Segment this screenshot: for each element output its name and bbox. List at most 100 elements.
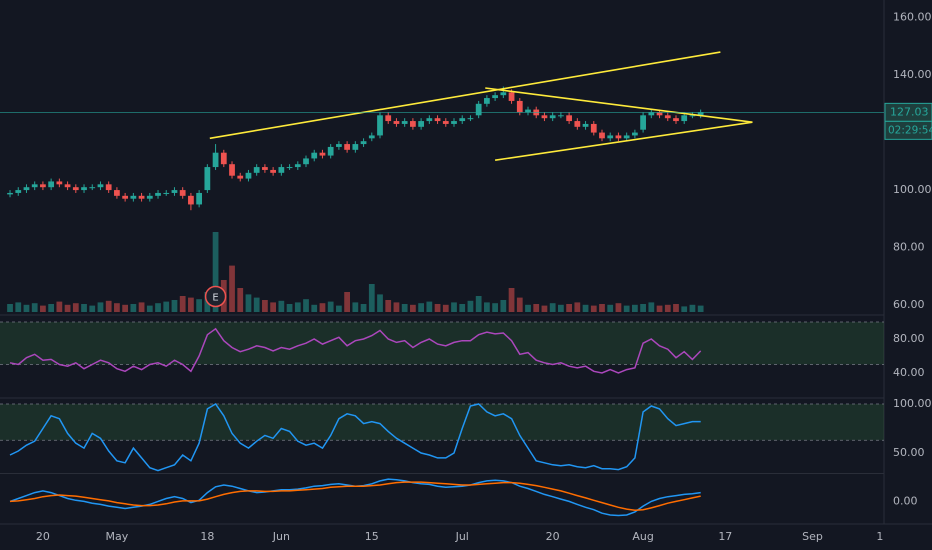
volume-bar xyxy=(697,305,704,312)
candle-body xyxy=(558,115,564,117)
y-tick-label: 140.00 xyxy=(893,68,932,81)
candle-body xyxy=(623,135,630,139)
y-tick-label: 100.00 xyxy=(893,183,932,196)
volume-bar xyxy=(525,304,531,312)
volume-bar xyxy=(7,304,13,312)
candle-body xyxy=(607,135,614,139)
candle-body xyxy=(311,152,318,159)
volume-bar xyxy=(344,292,350,312)
volume-bar xyxy=(508,288,515,312)
candle-body xyxy=(632,132,638,136)
volume-bar xyxy=(426,301,433,312)
volume-bar xyxy=(533,304,540,312)
candle-body xyxy=(344,144,350,150)
volume-bar xyxy=(615,303,622,312)
candle-body xyxy=(689,115,696,117)
volume-bar xyxy=(146,305,153,312)
volume-bar xyxy=(278,300,285,312)
volume-bar xyxy=(89,305,96,312)
volume-bar xyxy=(418,303,424,312)
candle-body xyxy=(599,132,605,139)
candle-body xyxy=(549,115,556,119)
y-tick-label: 100.00 xyxy=(893,397,932,410)
volume-bar xyxy=(196,299,203,312)
volume-bar xyxy=(130,304,137,312)
candle-body xyxy=(286,167,293,169)
candle-body xyxy=(48,181,55,188)
candle-body xyxy=(64,184,71,188)
candle-body xyxy=(368,135,375,139)
volume-bar xyxy=(327,301,334,312)
volume-bar xyxy=(336,305,342,312)
y-tick-label: 60.00 xyxy=(893,298,925,311)
candle-body xyxy=(673,118,679,122)
candle-body xyxy=(648,112,655,116)
volume-bar xyxy=(163,301,170,312)
candle-body xyxy=(582,123,589,127)
volume-bar xyxy=(623,305,630,312)
volume-bar xyxy=(393,302,400,312)
volume-bar xyxy=(303,299,309,312)
candle-body xyxy=(23,187,30,191)
volume-bar xyxy=(294,302,301,312)
volume-bar xyxy=(385,300,392,312)
volume-bar xyxy=(401,304,408,312)
x-tick-label: Sep xyxy=(802,530,823,543)
candle-body xyxy=(81,187,87,191)
candle-body xyxy=(262,167,268,170)
candle-body xyxy=(105,184,112,191)
candle-body xyxy=(212,152,219,168)
volume-bar xyxy=(500,300,507,312)
candle-body xyxy=(475,103,482,116)
volume-bar xyxy=(664,304,671,312)
volume-bar xyxy=(229,265,235,312)
volume-bar xyxy=(237,288,244,312)
volume-bar xyxy=(410,304,416,312)
indicator-line xyxy=(9,402,701,472)
y-tick-label: 80.00 xyxy=(893,241,925,254)
volume-bar xyxy=(574,302,581,312)
candle-body xyxy=(697,112,704,116)
countdown-box xyxy=(884,120,932,140)
volume-bar xyxy=(377,294,383,312)
volume-bar xyxy=(72,303,79,312)
x-tick-label: Jul xyxy=(455,530,469,543)
x-tick-label: 20 xyxy=(36,530,50,543)
candle-body xyxy=(484,98,490,104)
volume-bar xyxy=(467,300,474,312)
indicator-line xyxy=(9,481,701,512)
volume-bar xyxy=(442,304,449,312)
candle-body xyxy=(278,167,285,173)
volume-bar xyxy=(360,304,367,312)
candle-body xyxy=(541,115,548,119)
candle-body xyxy=(590,123,597,133)
candle-body xyxy=(664,115,671,119)
y-tick-label: 50.00 xyxy=(893,446,925,459)
volume-bar xyxy=(648,302,655,312)
candle-body xyxy=(492,95,498,99)
candle-body xyxy=(656,112,663,116)
x-tick-label: 20 xyxy=(546,530,560,543)
candle-body xyxy=(377,115,383,136)
candle-body xyxy=(270,169,277,173)
volume-bar xyxy=(212,232,219,312)
volume-bar xyxy=(23,304,30,312)
candle-body xyxy=(426,118,433,122)
candle-body xyxy=(360,141,367,145)
volume-bar xyxy=(368,284,375,312)
candle-body xyxy=(253,167,260,173)
volume-bar xyxy=(81,304,87,312)
candle-body xyxy=(188,195,194,205)
candle-body xyxy=(237,175,244,179)
volume-bar xyxy=(245,294,252,312)
volume-bar xyxy=(188,297,194,312)
volume-bar xyxy=(352,302,359,312)
volume-bar xyxy=(640,304,646,312)
candle-body xyxy=(204,167,211,191)
band xyxy=(0,404,884,441)
candle-body xyxy=(393,121,400,124)
candle-body xyxy=(410,121,416,127)
volume-bar xyxy=(475,296,482,312)
volume-bar xyxy=(484,302,490,312)
